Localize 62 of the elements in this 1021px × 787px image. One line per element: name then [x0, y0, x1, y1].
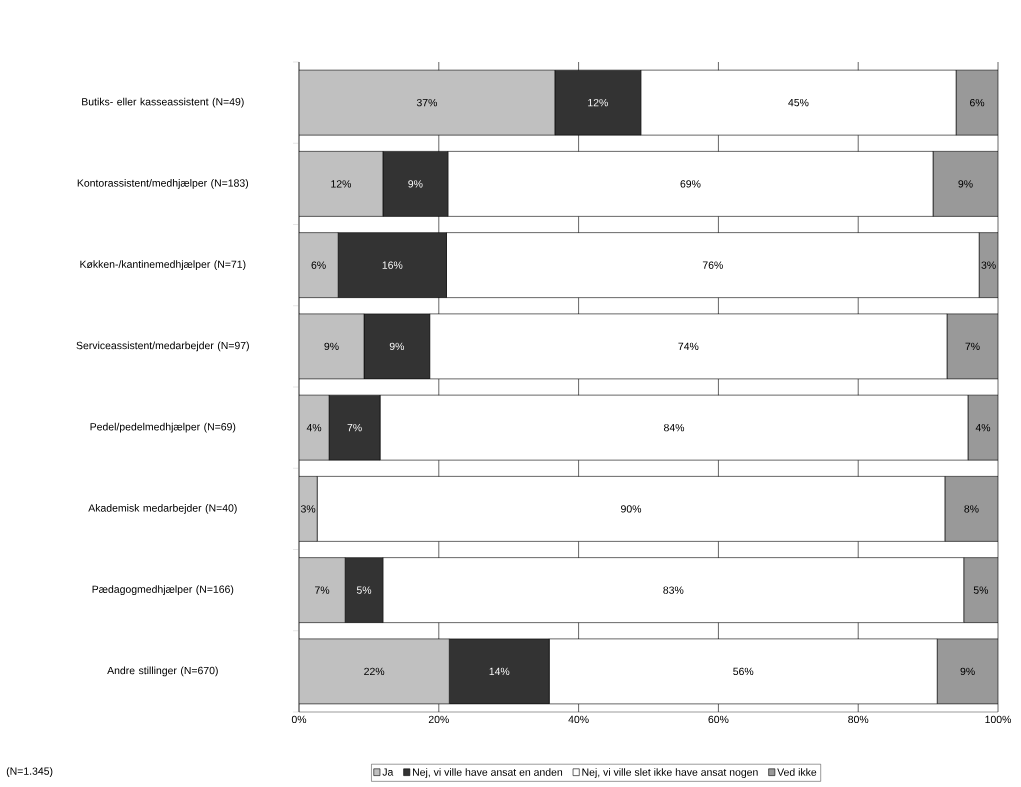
bar — [299, 557, 346, 623]
bar — [944, 476, 999, 542]
data-label: 69% — [680, 180, 701, 188]
data-label: 56% — [733, 667, 754, 676]
y-tick-label: Butiks- eller kasseassistent (N=49) — [82, 97, 244, 108]
data-label: 7% — [965, 342, 980, 351]
data-label: 12% — [588, 98, 608, 107]
y-tick-label: Andre stillinger (N=670) — [107, 666, 218, 677]
data-label: 5% — [356, 586, 372, 594]
y-tick-label: Serviceassistent/medarbejder (N=97) — [76, 341, 249, 352]
data-label: 74% — [678, 342, 699, 351]
legend-label: Nej, vi ville slet ikke have ansat nogen — [582, 768, 758, 778]
data-label: 90% — [621, 505, 642, 513]
data-label: 22% — [364, 667, 385, 676]
bar — [946, 313, 999, 380]
x-tick-label: 0% — [291, 715, 307, 724]
legend-label: Nej, vi ville have ansat en anden — [413, 768, 563, 778]
data-label: 9% — [960, 667, 975, 676]
data-label: 76% — [702, 261, 723, 269]
y-tick-label: Kontorassistent/medhjælper (N=183) — [77, 179, 249, 189]
bar — [299, 151, 384, 217]
x-tick-label: 20% — [428, 715, 449, 724]
data-label: 6% — [311, 261, 326, 269]
data-label: 3% — [300, 505, 316, 513]
bar — [955, 69, 999, 136]
data-label: 4% — [975, 423, 991, 432]
bar — [936, 638, 999, 705]
y-tick-label: Køkken-/kantinemedhjælper (N=71) — [80, 260, 246, 271]
data-label: 16% — [382, 261, 403, 269]
data-label: 45% — [788, 98, 809, 107]
y-tick-label: Akademisk medarbejder (N=40) — [88, 504, 237, 514]
data-label: 7% — [315, 586, 330, 594]
text: (N=1.345) — [6, 767, 53, 777]
data-label: 4% — [306, 423, 322, 432]
y-tick-label: Pædagogmedhjælper (N=166) — [92, 585, 234, 596]
legend-label: Ved ikke — [777, 768, 817, 776]
data-label: 5% — [973, 586, 989, 594]
data-label: 8% — [964, 505, 979, 513]
data-label: 9% — [389, 342, 405, 351]
data-label: 37% — [416, 98, 438, 107]
x-tick-label: 40% — [568, 715, 589, 724]
data-label: 9% — [408, 180, 423, 188]
data-label: 83% — [663, 586, 684, 594]
y-tick-label: Pedel/pedelmedhjælper (N=69) — [90, 422, 236, 433]
x-tick-label: 100% — [985, 715, 1011, 724]
data-label: 3% — [981, 261, 996, 269]
bar — [299, 69, 556, 136]
bar — [299, 638, 450, 705]
data-label: 6% — [970, 98, 985, 107]
data-label: 84% — [664, 423, 685, 432]
bar — [299, 232, 339, 298]
bar — [963, 557, 999, 623]
bar — [932, 151, 999, 217]
bar — [299, 313, 365, 380]
data-label: 9% — [324, 342, 339, 351]
data-label: 14% — [489, 667, 510, 676]
data-label: 12% — [331, 180, 352, 188]
legend-label: Ja — [382, 768, 394, 776]
data-label: 9% — [958, 180, 973, 188]
data-label: 7% — [347, 423, 362, 432]
x-tick-label: 80% — [848, 715, 869, 724]
x-tick-label: 60% — [708, 715, 729, 724]
